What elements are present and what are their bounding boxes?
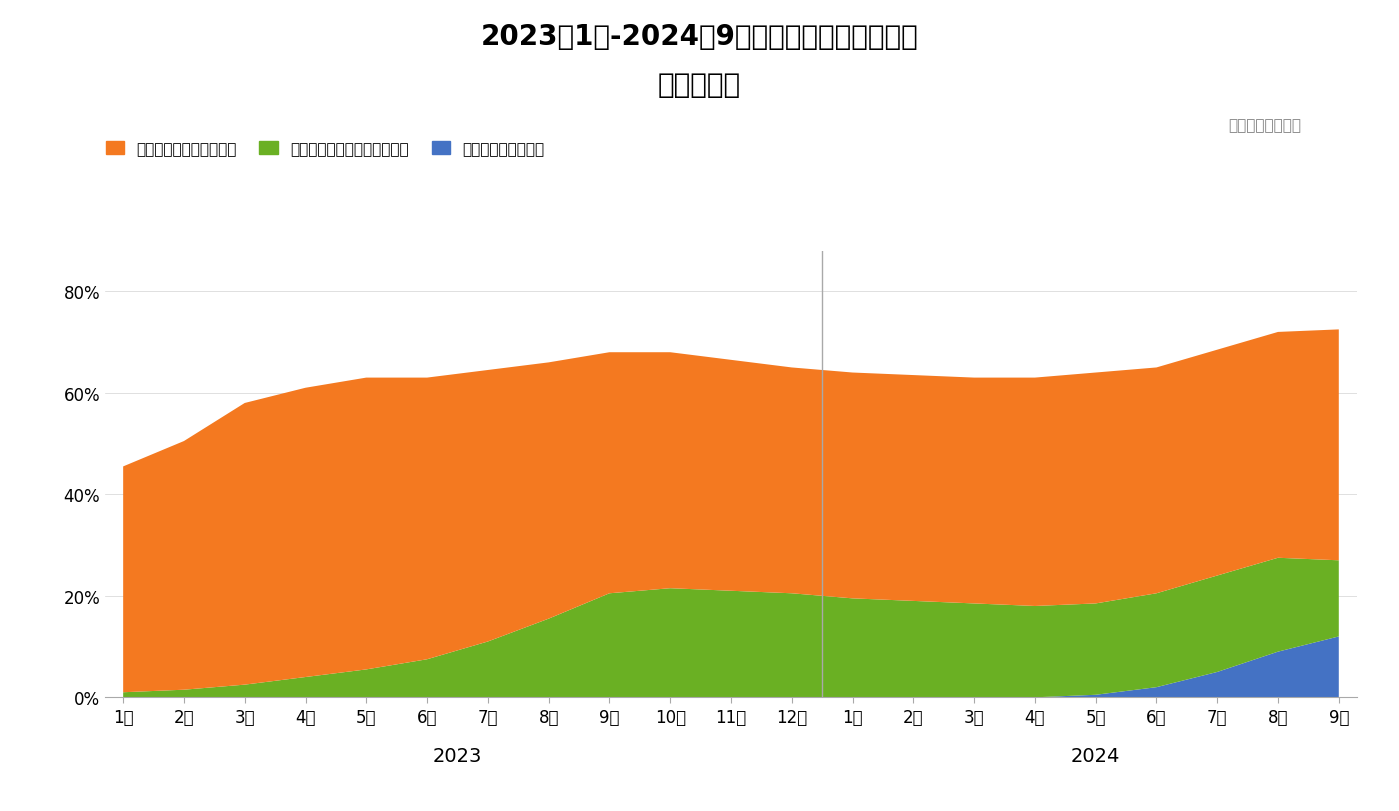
- Legend: 外星人电解质水无糖系列, 外星人电解质水运动专业系列, 外星人低糖电解质水: 外星人电解质水无糖系列, 外星人电解质水运动专业系列, 外星人低糖电解质水: [105, 141, 544, 157]
- Text: 2024: 2024: [1072, 746, 1121, 765]
- Text: 2023年1月-2024年9月，外星人品牌系列产品: 2023年1月-2024年9月，外星人品牌系列产品: [481, 23, 918, 50]
- Text: 2023: 2023: [432, 746, 483, 765]
- Text: 数值铺市率: 数值铺市率: [658, 71, 741, 99]
- Text: 数据来源：马上赢: 数据来源：马上赢: [1228, 118, 1301, 133]
